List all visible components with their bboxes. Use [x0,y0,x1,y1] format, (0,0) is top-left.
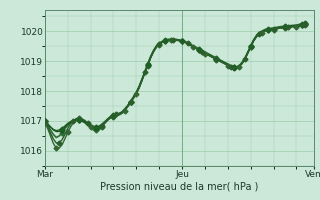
X-axis label: Pression niveau de la mer( hPa ): Pression niveau de la mer( hPa ) [100,182,258,192]
